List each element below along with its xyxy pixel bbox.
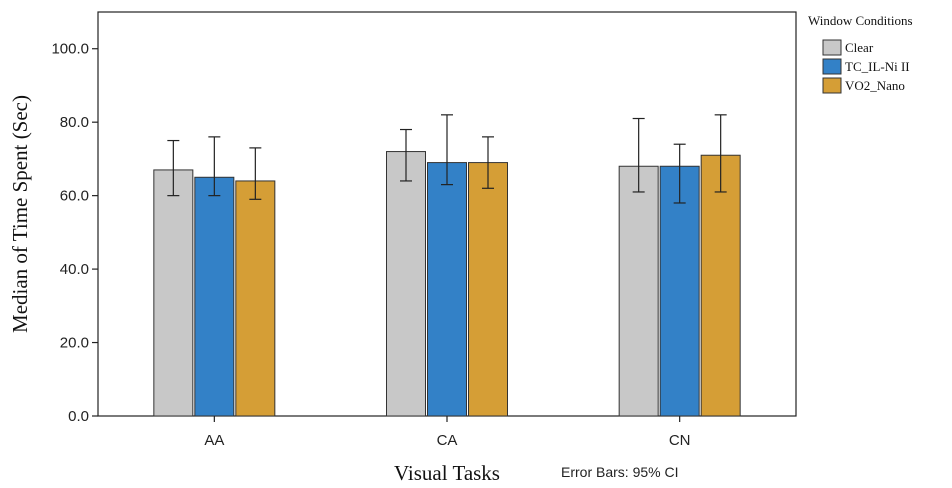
bar-ca-series-1 xyxy=(386,151,426,417)
error-bars xyxy=(167,114,727,204)
y-tick-label: 20.0 xyxy=(60,335,89,352)
legend-label: Clear xyxy=(845,40,874,55)
x-axis-ticks: AA CA CN xyxy=(204,416,691,449)
legend-label: TC_IL-Ni II xyxy=(845,59,910,74)
bar-aa-series-2 xyxy=(194,176,235,417)
bar-cn-series-2 xyxy=(659,165,700,417)
x-tick-label: AA xyxy=(204,432,224,449)
legend-label: VO2_Nano xyxy=(845,78,905,93)
y-axis-ticks: 0.0 20.0 40.0 60.0 80.0 100.0 xyxy=(51,41,98,425)
bar-ca-series-3 xyxy=(468,162,508,417)
legend-swatch xyxy=(822,39,842,56)
y-tick-label: 40.0 xyxy=(60,261,89,278)
bar-cn-series-1 xyxy=(618,165,659,417)
legend-swatch xyxy=(822,77,842,94)
legend: Window Conditions Clear TC_IL-Ni II VO2_Na… xyxy=(808,13,913,94)
y-tick-label: 0.0 xyxy=(68,408,89,425)
bar-ca-series-2 xyxy=(427,162,467,417)
legend-swatch xyxy=(822,58,842,75)
y-tick-label: 80.0 xyxy=(60,114,89,131)
x-axis-title: Visual Tasks xyxy=(394,461,500,485)
bar-cn-series-3 xyxy=(700,154,741,417)
y-axis-title: Median of Time Spent (Sec) xyxy=(8,95,32,333)
y-tick-label: 100.0 xyxy=(51,41,89,58)
error-bar-note: Error Bars: 95% CI xyxy=(561,464,678,480)
y-tick-label: 60.0 xyxy=(60,188,89,205)
x-tick-label: CN xyxy=(669,432,691,449)
legend-items: Clear TC_IL-Ni II VO2_Nano xyxy=(822,39,910,94)
x-tick-label: CA xyxy=(437,432,458,449)
bar-aa-series-3 xyxy=(235,180,276,417)
legend-title: Window Conditions xyxy=(808,13,913,28)
bars xyxy=(153,151,741,417)
bar-aa-series-1 xyxy=(153,169,194,417)
